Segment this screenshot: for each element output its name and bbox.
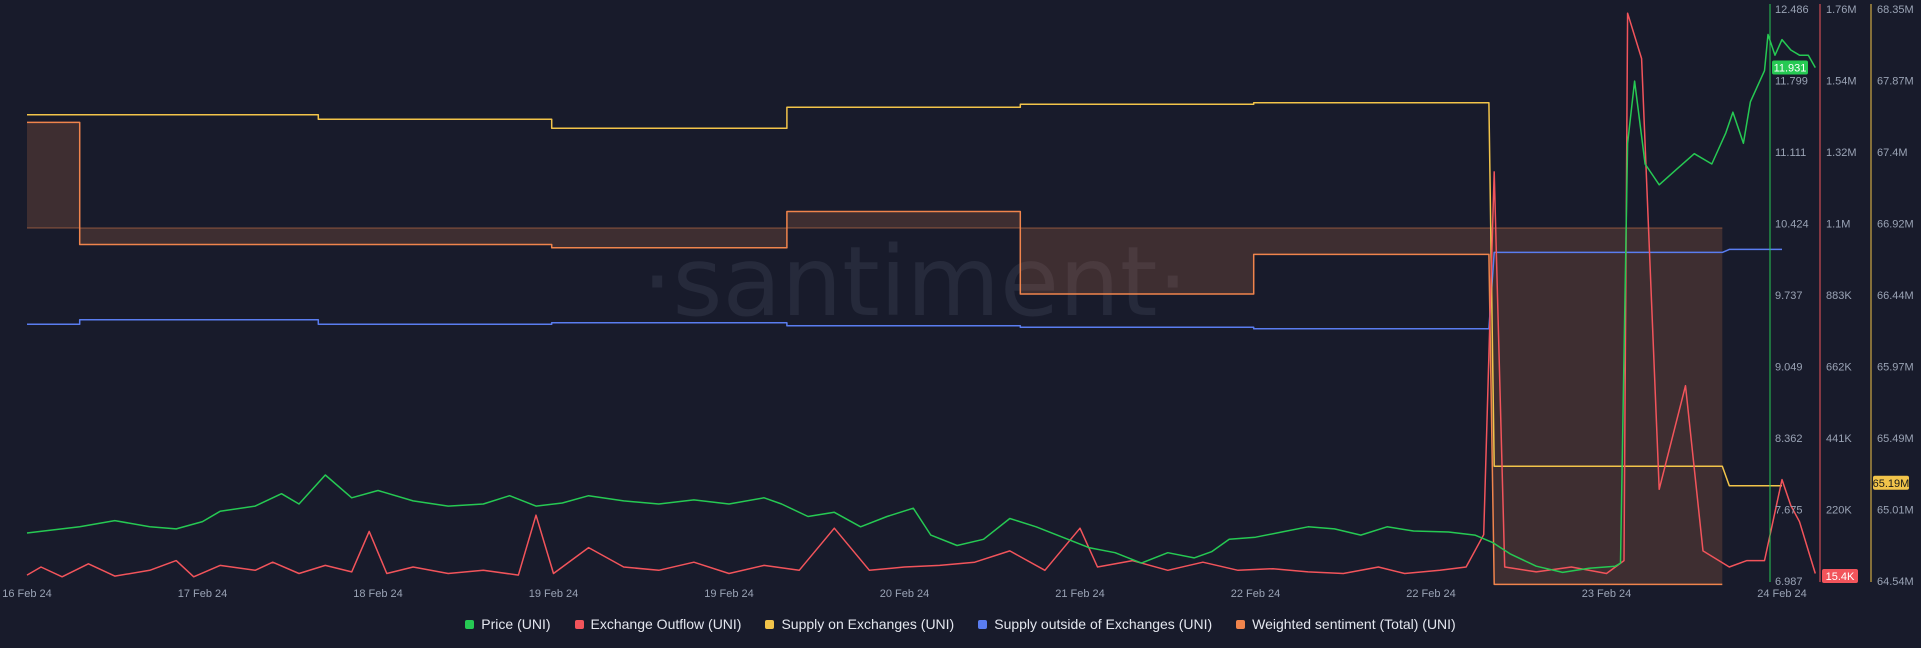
supply-tick-label: 66.44M	[1877, 290, 1914, 302]
legend-swatch	[765, 619, 775, 629]
legend-label: Supply on Exchanges (UNI)	[781, 616, 955, 632]
series-line-price-uni	[26, 33, 1816, 574]
x-tick-label: 19 Feb 24	[704, 588, 754, 600]
x-tick-label: 22 Feb 24	[1406, 588, 1456, 600]
x-tick-label: 21 Feb 24	[1055, 588, 1105, 600]
supply-last-value: 65.19M	[1873, 478, 1910, 490]
series-line-weighted-sentiment-total-uni	[27, 121, 1723, 586]
price-tick-label: 9.737	[1775, 290, 1803, 302]
outflow-last-value-badge	[1822, 569, 1858, 583]
legend: Price (UNI) Exchange Outflow (UNI) Supply …	[0, 616, 1921, 632]
sentiment-area	[27, 122, 1723, 585]
price-tick-label: 11.111	[1775, 147, 1806, 159]
legend-item[interactable]: Price (UNI)	[465, 616, 551, 632]
watermark: ·santiment·	[642, 226, 1188, 338]
outflow-tick-label: 883K	[1826, 290, 1852, 302]
x-tick-label: 16 Feb 24	[2, 588, 52, 600]
x-tick-label: 23 Feb 24	[1582, 588, 1632, 600]
supply-tick-label: 66.92M	[1877, 219, 1914, 231]
series-line-exchange-outflow-uni	[26, 12, 1817, 578]
x-tick-label: 24 Feb 24	[1757, 588, 1807, 600]
legend-item[interactable]: Exchange Outflow (UNI)	[574, 616, 742, 632]
x-axis: 16 Feb 24 17 Feb 24 18 Feb 24 19 Feb 24 19 F…	[2, 588, 1807, 600]
price-tick-label: 11.799	[1775, 76, 1808, 88]
supply-tick-label: 65.97M	[1877, 362, 1914, 374]
supply-tick-label: 65.49M	[1877, 433, 1914, 445]
series-lines-group	[26, 12, 1817, 586]
x-tick-label: 19 Feb 24	[529, 588, 579, 600]
price-tick-label: 9.049	[1775, 362, 1803, 374]
supply-tick-label: 68.35M	[1877, 4, 1914, 16]
supply-tick-label: 67.87M	[1877, 76, 1914, 88]
outflow-tick-label: 662K	[1826, 362, 1852, 374]
legend-label: Price (UNI)	[481, 616, 551, 632]
legend-swatch	[465, 619, 475, 629]
outflow-tick-label: 1.32M	[1826, 147, 1857, 159]
outflow-tick-label: 220K	[1826, 505, 1852, 517]
legend-swatch	[1236, 619, 1246, 629]
price-tick-label: 10.424	[1775, 219, 1809, 231]
axes-group: 12.486 11.799 11.111 10.424 9.737 9.049 8.362 7…	[1769, 4, 1914, 588]
outflow-tick-label: 1.1M	[1826, 219, 1850, 231]
price-tick-label: 12.486	[1775, 4, 1809, 16]
outflow-tick-label: 1.76M	[1826, 4, 1857, 16]
legend-item[interactable]: Weighted sentiment (Total) (UNI)	[1236, 616, 1456, 632]
chart-area: ·santiment· 12.486 11.799 11.111 10.424 9.73…	[2, 4, 1914, 600]
supply-tick-label: 64.54M	[1877, 576, 1914, 588]
legend-label: Exchange Outflow (UNI)	[590, 616, 742, 632]
price-tick-label: 8.362	[1775, 433, 1803, 445]
outflow-tick-label: 1.54M	[1826, 76, 1857, 88]
supply-tick-label: 67.4M	[1877, 147, 1908, 159]
x-tick-label: 20 Feb 24	[880, 588, 930, 600]
x-tick-label: 22 Feb 24	[1231, 588, 1281, 600]
legend-swatch	[978, 619, 988, 629]
outflow-last-value: 15.4K	[1826, 571, 1855, 583]
legend-label: Supply outside of Exchanges (UNI)	[994, 616, 1213, 632]
series-line-supply-outside-of-exchanges-uni	[27, 248, 1782, 330]
legend-item[interactable]: Supply on Exchanges (UNI)	[765, 616, 954, 632]
price-tick-label: 7.675	[1775, 505, 1803, 517]
outflow-tick-label: 441K	[1826, 433, 1852, 445]
sentiment-fill-group	[27, 122, 1723, 585]
x-tick-label: 18 Feb 24	[353, 588, 403, 600]
x-tick-label: 17 Feb 24	[178, 588, 228, 600]
legend-swatch	[574, 619, 584, 629]
series-line-supply-on-exchanges-uni	[27, 102, 1782, 487]
price-last-value: 11.931	[1774, 63, 1807, 75]
price-tick-label: 6.987	[1775, 576, 1803, 588]
supply-tick-label: 65.01M	[1877, 505, 1914, 517]
legend-item[interactable]: Supply outside of Exchanges (UNI)	[978, 616, 1212, 632]
supply-last-value-badge	[1873, 475, 1909, 490]
legend-label: Weighted sentiment (Total) (UNI)	[1252, 616, 1456, 632]
price-last-value-badge	[1772, 60, 1808, 75]
